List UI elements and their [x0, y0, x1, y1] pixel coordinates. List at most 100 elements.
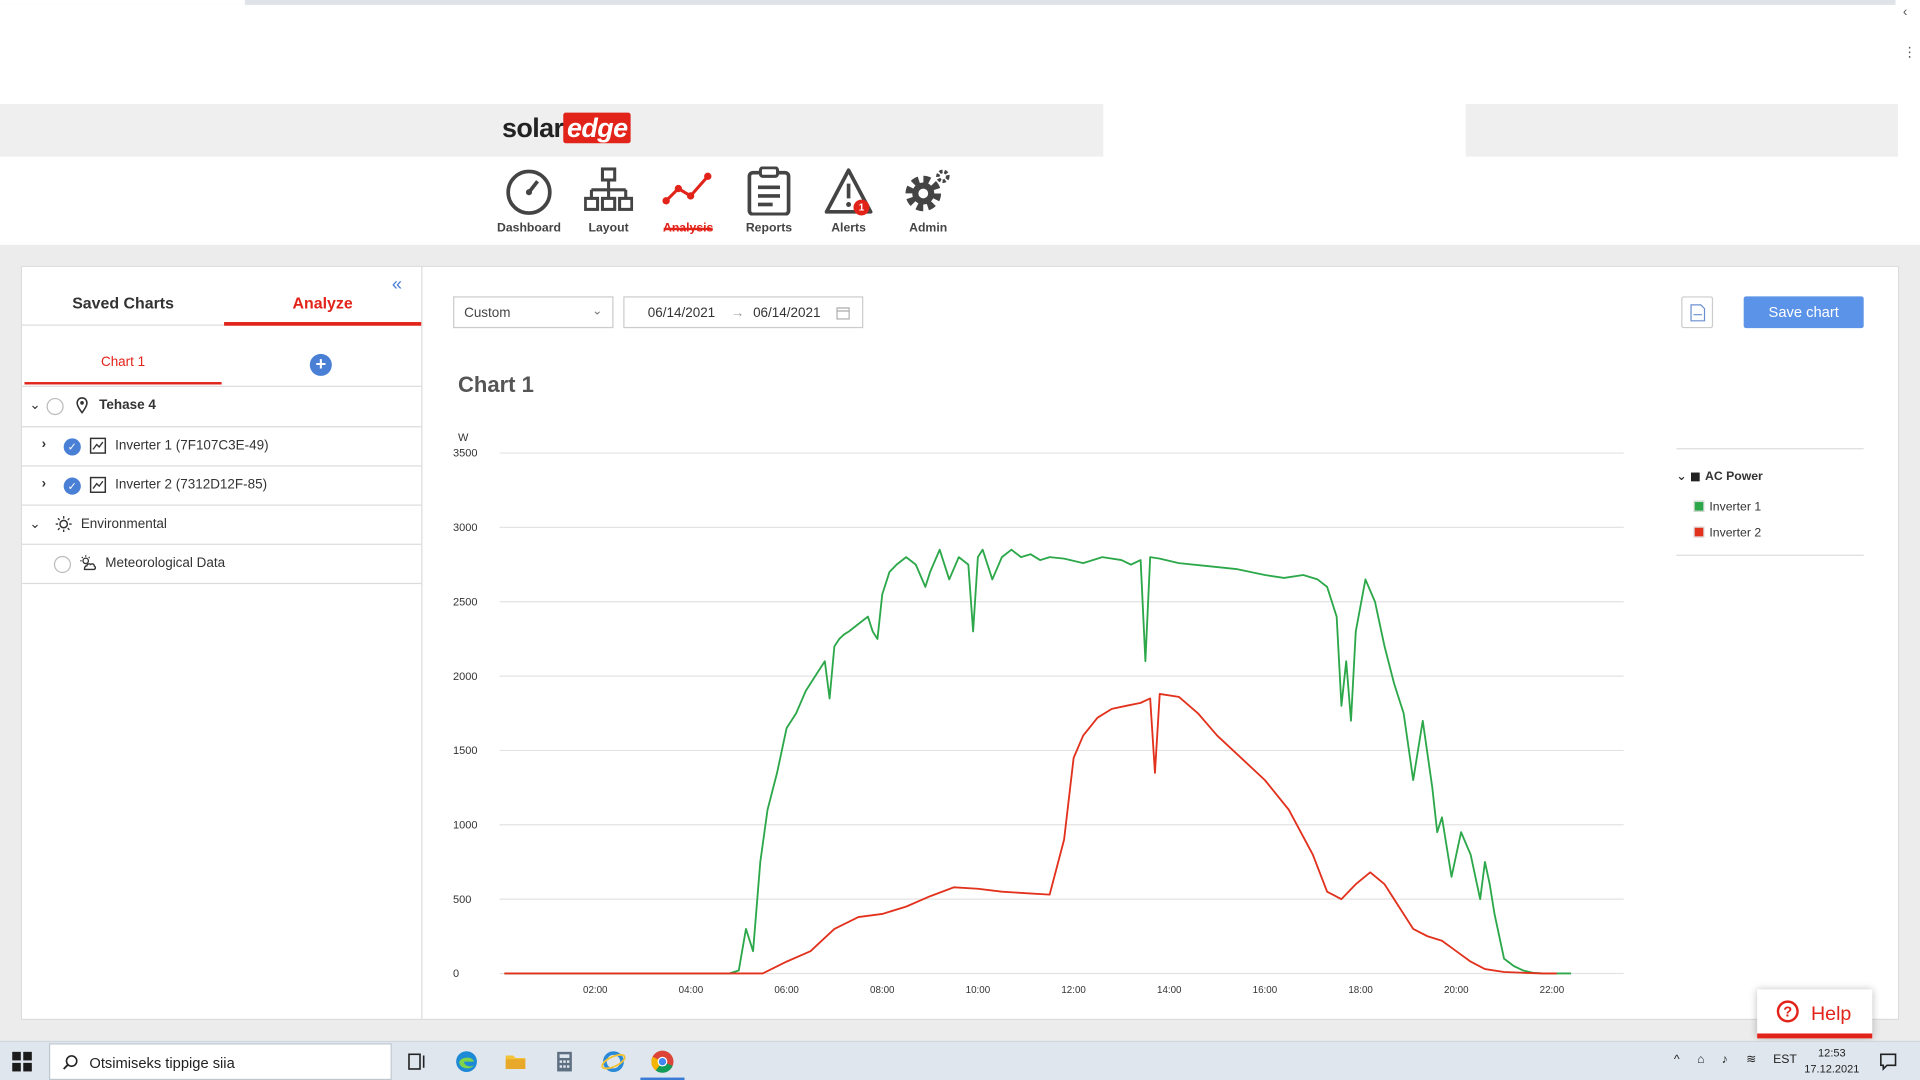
weather-icon — [80, 555, 97, 571]
solaredge-logo[interactable]: solar edge — [502, 112, 632, 145]
tree-row-site[interactable]: ⌄ Tehase 4 — [22, 385, 422, 425]
brand-bar — [0, 104, 1104, 157]
x-tick-label: 20:00 — [1444, 985, 1469, 996]
chart-tab-1[interactable]: Chart 1 — [24, 338, 222, 385]
tree-row-environmental[interactable]: ⌄ Environmental — [22, 504, 422, 543]
back-chevron-icon[interactable]: ‹ — [1902, 4, 1908, 20]
nav-label: Reports — [745, 221, 793, 236]
alerts-count-badge: 1 — [853, 199, 870, 216]
x-tick-label: 22:00 — [1540, 985, 1565, 996]
tab-saved-charts[interactable]: Saved Charts — [72, 293, 174, 313]
tree-row-meteorological[interactable]: Meteorological Data — [22, 543, 422, 585]
tabs-divider — [22, 324, 422, 326]
tree-label: Inverter 1 (7F107C3E-49) — [115, 438, 269, 454]
date-range-picker[interactable]: 06/14/2021 → 06/14/2021 — [623, 296, 864, 329]
nav-label: Admin — [909, 221, 948, 236]
csv-file-icon — [1690, 304, 1706, 322]
notifications-icon[interactable] — [1876, 1049, 1900, 1073]
y-tick-label: 2000 — [453, 671, 478, 683]
x-tick-label: 12:00 — [1061, 985, 1086, 996]
export-csv-button[interactable] — [1681, 296, 1714, 329]
show-hidden-icons[interactable]: ^ — [1673, 1053, 1680, 1067]
layout-tree-icon — [584, 167, 634, 211]
nav-reports[interactable]: Reports — [730, 166, 808, 240]
language-indicator[interactable]: EST — [1773, 1053, 1797, 1067]
tree-row-inverter-2[interactable]: › ✓ Inverter 2 (7312D12F-85) — [22, 465, 422, 504]
taskbar-search-input[interactable]: Otsimiseks tippige siia — [48, 1043, 392, 1080]
tab-analyze[interactable]: Analyze — [292, 293, 353, 313]
chevron-down-icon[interactable]: ⌄ — [29, 516, 41, 532]
inverter-2-checked[interactable]: ✓ — [63, 477, 81, 495]
site-radio[interactable] — [46, 397, 64, 416]
speedometer-icon — [506, 169, 552, 215]
line-chart-icon — [662, 172, 712, 205]
date-to[interactable]: 06/14/2021 — [753, 306, 821, 321]
legend-item-label: Inverter 1 — [1709, 500, 1762, 515]
legend-item-inverter-2[interactable]: Inverter 2 — [1693, 526, 1762, 541]
chart-legend: ⌄ AC Power Inverter 1 Inverter 2 — [1676, 448, 1864, 556]
search-placeholder: Otsimiseks tippige siia — [89, 1054, 235, 1072]
x-tick-label: 04:00 — [679, 985, 704, 996]
browser-top-strip — [0, 0, 1920, 5]
more-options-icon[interactable]: ⋮ — [1902, 45, 1917, 61]
clock-date: 17.12.2021 — [1804, 1062, 1860, 1076]
chevron-down-icon[interactable]: ⌄ — [29, 397, 41, 413]
help-button[interactable]: ? Help — [1757, 989, 1873, 1039]
browser-tab[interactable] — [0, 0, 245, 5]
calculator-icon[interactable] — [552, 1049, 576, 1073]
chrome-icon[interactable] — [650, 1049, 674, 1073]
calendar-icon[interactable] — [836, 306, 850, 320]
nav-admin[interactable]: Admin — [889, 167, 967, 240]
x-tick-label: 06:00 — [774, 985, 799, 996]
chevron-right-icon[interactable]: › — [41, 476, 47, 492]
main-nav: Dashboard Layout Analysis Reports 1 Aler… — [0, 156, 1920, 245]
tree-label: Environmental — [80, 516, 167, 532]
nav-alerts[interactable]: 1 Alerts — [809, 167, 887, 240]
y-tick-label: 1000 — [453, 819, 478, 831]
sidebar: « Saved Charts Analyze Chart 1 + ⌄ Tehas… — [22, 266, 423, 1019]
question-icon: ? — [1776, 1000, 1799, 1023]
edge-browser-icon[interactable] — [454, 1049, 478, 1073]
windows-taskbar: Otsimiseks tippige siia ^ ⌂ ♪ ≋ EST 12:5… — [0, 1040, 1920, 1080]
y-tick-label: 2500 — [453, 596, 478, 608]
clock-time: 12:53 — [1818, 1046, 1846, 1060]
browser-side-controls: ‹ ⋮ — [1895, 0, 1920, 105]
x-tick-label: 14:00 — [1157, 985, 1182, 996]
meteorological-radio[interactable] — [53, 555, 72, 574]
file-explorer-icon[interactable] — [503, 1049, 527, 1073]
x-tick-label: 10:00 — [966, 985, 991, 996]
add-chart-button[interactable]: + — [309, 353, 332, 376]
wifi-icon[interactable]: ≋ — [1746, 1053, 1757, 1067]
volume-icon[interactable]: ♪ — [1721, 1053, 1728, 1067]
gear-icon — [905, 169, 950, 212]
date-from[interactable]: 06/14/2021 — [647, 306, 716, 321]
legend-swatch-red — [1693, 526, 1705, 538]
nav-dashboard[interactable]: Dashboard — [490, 167, 568, 240]
clipboard-icon — [747, 166, 791, 216]
location-pin-icon — [76, 397, 88, 414]
y-tick-label: 1500 — [453, 745, 478, 757]
date-arrow: → — [731, 306, 745, 321]
legend-item-inverter-1[interactable]: Inverter 1 — [1693, 500, 1762, 515]
network-status-icon[interactable]: ⌂ — [1697, 1053, 1705, 1067]
chevron-right-icon[interactable]: › — [41, 437, 47, 452]
legend-item-label: Inverter 2 — [1709, 526, 1762, 541]
legend-group[interactable]: ⌄ AC Power — [1676, 470, 1762, 483]
chevron-down-icon[interactable]: ⌄ — [1676, 470, 1687, 484]
sun-icon — [55, 516, 72, 533]
nav-layout[interactable]: Layout — [569, 167, 647, 240]
taskbar-clock[interactable]: 12:53 17.12.2021 — [1800, 1046, 1864, 1078]
nav-label: Alerts — [831, 221, 866, 236]
period-select[interactable]: Custom ⌄ — [453, 296, 614, 329]
internet-explorer-icon[interactable] — [601, 1049, 626, 1073]
chart-area: Custom ⌄ 06/14/2021 → 06/14/2021 Save ch… — [424, 267, 1898, 1019]
tree-label: Inverter 2 (7312D12F-85) — [115, 477, 268, 493]
save-chart-button[interactable]: Save chart — [1743, 296, 1864, 329]
nav-analysis[interactable]: Analysis — [649, 167, 727, 240]
collapse-sidebar-icon[interactable]: « — [391, 274, 403, 296]
windows-start-icon[interactable] — [12, 1051, 32, 1072]
task-view-icon[interactable] — [405, 1049, 429, 1073]
active-app-indicator — [640, 1077, 685, 1080]
tree-row-inverter-1[interactable]: › ✓ Inverter 1 (7F107C3E-49) — [22, 426, 422, 465]
inverter-1-checked[interactable]: ✓ — [63, 438, 81, 456]
